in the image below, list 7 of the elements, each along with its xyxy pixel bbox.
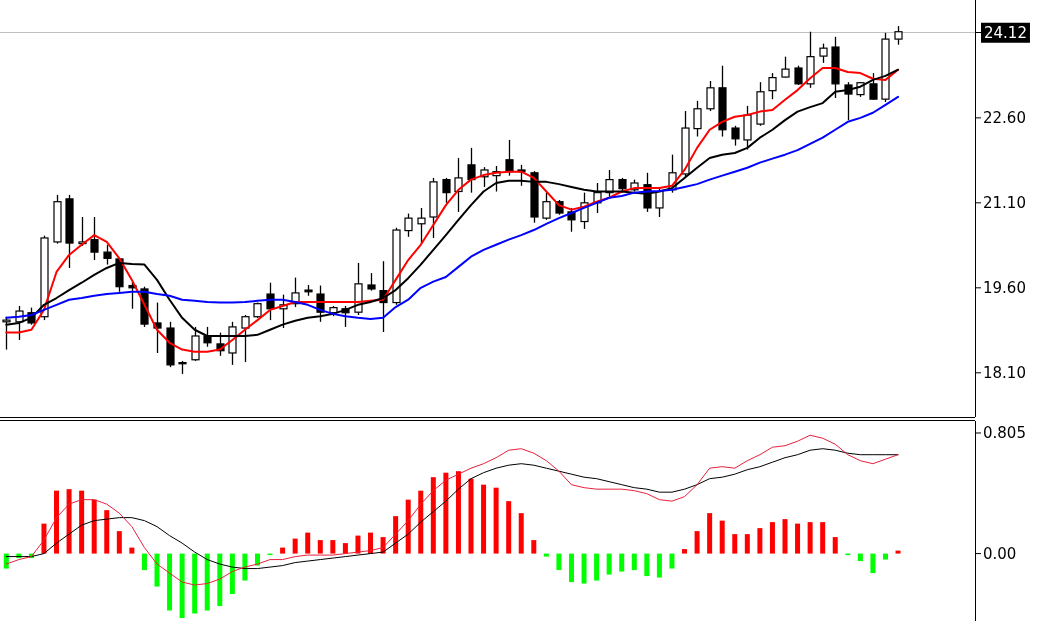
y-tick-label: 22.60 bbox=[983, 109, 1026, 128]
y-tick-label: 18.10 bbox=[983, 364, 1026, 383]
y-tick-label: 0.805 bbox=[983, 424, 1026, 443]
y-tick-label: 0.00 bbox=[983, 544, 1017, 563]
y-tick-label: 21.10 bbox=[983, 194, 1026, 213]
ref-line-label: 24.12 bbox=[984, 23, 1027, 42]
y-tick-label: 19.60 bbox=[983, 279, 1026, 298]
